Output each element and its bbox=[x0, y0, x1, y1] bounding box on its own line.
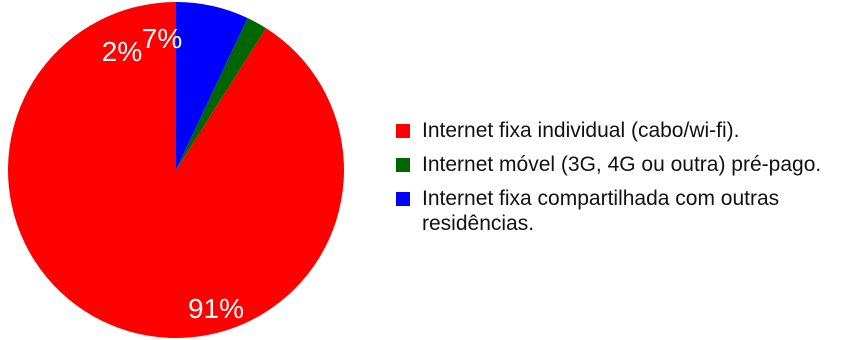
pie-slice-2 bbox=[176, 2, 248, 170]
legend-item-movel-pre-pago: Internet móvel (3G, 4G ou outra) pré-pag… bbox=[396, 152, 856, 177]
legend-swatch-fixa-compartilhada bbox=[396, 192, 410, 206]
legend: Internet fixa individual (cabo/wi-fi). I… bbox=[396, 118, 856, 245]
legend-label-movel-pre-pago: Internet móvel (3G, 4G ou outra) pré-pag… bbox=[422, 153, 822, 176]
legend-label-fixa-individual: Internet fixa individual (cabo/wi-fi). bbox=[422, 119, 740, 142]
legend-item-fixa-compartilhada: Internet fixa compartilhada com outras r… bbox=[396, 186, 852, 236]
pie-slice-0 bbox=[7, 2, 345, 338]
pie-slice-label-1: 2% bbox=[102, 36, 142, 67]
pie-slice-label-2: 7% bbox=[142, 23, 182, 54]
pie-slices bbox=[7, 2, 345, 338]
pie-slice-label-0: 91% bbox=[188, 293, 244, 324]
legend-swatch-fixa-individual bbox=[396, 124, 410, 138]
pie-slice-1 bbox=[176, 17, 267, 170]
legend-swatch-movel-pre-pago bbox=[396, 158, 410, 172]
legend-label-fixa-compartilhada: Internet fixa compartilhada com outras r… bbox=[422, 187, 780, 235]
legend-item-fixa-individual: Internet fixa individual (cabo/wi-fi). bbox=[396, 118, 856, 143]
pie-labels: 91% 2% 7% bbox=[102, 23, 244, 324]
